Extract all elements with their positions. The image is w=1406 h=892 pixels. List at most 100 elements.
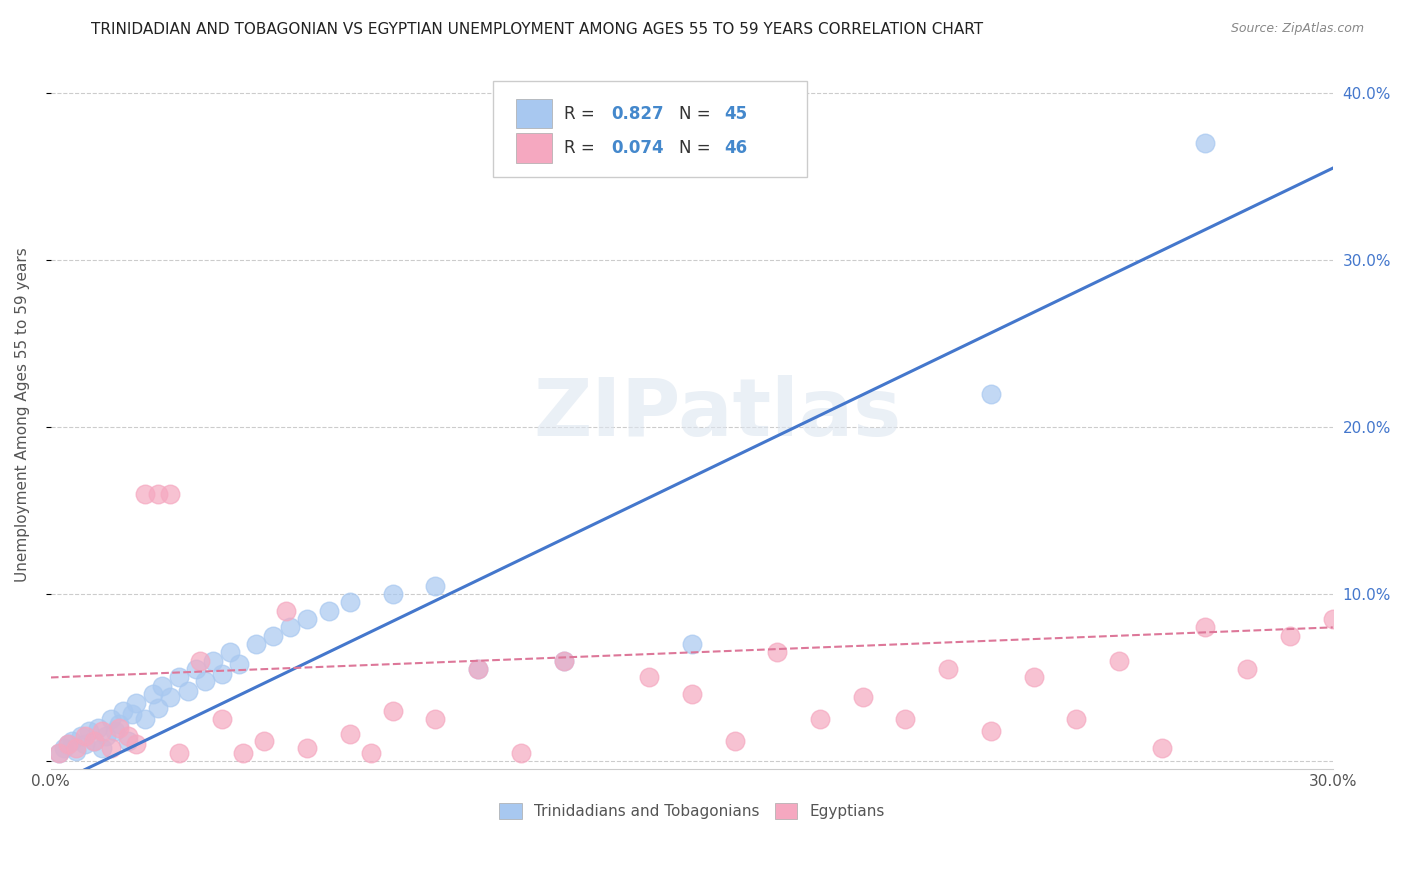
Point <box>117 734 139 748</box>
Point <box>108 721 131 735</box>
Point <box>553 654 575 668</box>
Point <box>112 704 135 718</box>
Text: TRINIDADIAN AND TOBAGONIAN VS EGYPTIAN UNEMPLOYMENT AMONG AGES 55 TO 59 YEARS CO: TRINIDADIAN AND TOBAGONIAN VS EGYPTIAN U… <box>91 22 984 37</box>
Point <box>766 645 789 659</box>
Point <box>104 723 127 738</box>
Point <box>146 487 169 501</box>
Point <box>211 667 233 681</box>
Point <box>467 662 489 676</box>
Point <box>425 579 447 593</box>
Point <box>69 729 91 743</box>
FancyBboxPatch shape <box>516 99 553 128</box>
Point <box>117 729 139 743</box>
Point <box>318 604 340 618</box>
Point <box>176 683 198 698</box>
Point <box>134 487 156 501</box>
Point <box>83 734 105 748</box>
Text: 45: 45 <box>724 104 747 122</box>
Point <box>381 587 404 601</box>
Point <box>1236 662 1258 676</box>
Point <box>48 746 70 760</box>
Point <box>852 690 875 705</box>
Point <box>87 721 110 735</box>
Point <box>190 654 212 668</box>
Point <box>936 662 959 676</box>
Point <box>253 734 276 748</box>
Point <box>184 662 207 676</box>
Point <box>232 746 254 760</box>
FancyBboxPatch shape <box>494 81 807 177</box>
Point <box>83 734 105 748</box>
Point <box>1194 136 1216 150</box>
Point <box>65 740 87 755</box>
Point <box>1066 712 1088 726</box>
Point <box>1150 740 1173 755</box>
Point <box>297 612 319 626</box>
Point <box>202 654 225 668</box>
Point <box>681 687 703 701</box>
Point <box>96 729 118 743</box>
Point <box>297 740 319 755</box>
Text: R =: R = <box>564 104 599 122</box>
Point <box>146 700 169 714</box>
Text: ZIPatlas: ZIPatlas <box>533 376 901 453</box>
Point <box>52 740 75 755</box>
Point <box>360 746 382 760</box>
Point <box>723 734 745 748</box>
Point <box>339 595 361 609</box>
Point <box>134 712 156 726</box>
Point <box>1322 612 1344 626</box>
Point <box>150 679 173 693</box>
Point <box>125 696 148 710</box>
Point <box>278 620 301 634</box>
Point <box>100 740 122 755</box>
Text: N =: N = <box>679 104 716 122</box>
Point <box>73 737 96 751</box>
Point <box>339 727 361 741</box>
Point <box>219 645 242 659</box>
Y-axis label: Unemployment Among Ages 55 to 59 years: Unemployment Among Ages 55 to 59 years <box>15 247 30 582</box>
Legend: Trinidadians and Tobagonians, Egyptians: Trinidadians and Tobagonians, Egyptians <box>492 797 891 825</box>
Point <box>381 704 404 718</box>
Point <box>56 737 79 751</box>
Point <box>91 740 114 755</box>
Point <box>73 729 96 743</box>
Point <box>228 657 250 672</box>
Point <box>980 723 1002 738</box>
Point <box>65 744 87 758</box>
Point <box>60 734 83 748</box>
Point <box>1194 620 1216 634</box>
Point <box>553 654 575 668</box>
Point <box>1364 746 1386 760</box>
Point <box>509 746 531 760</box>
Text: Source: ZipAtlas.com: Source: ZipAtlas.com <box>1230 22 1364 36</box>
Point <box>894 712 917 726</box>
Point <box>638 670 661 684</box>
Text: 0.827: 0.827 <box>612 104 664 122</box>
Point <box>1108 654 1130 668</box>
Point <box>425 712 447 726</box>
Text: N =: N = <box>679 138 716 157</box>
Point <box>245 637 267 651</box>
Point <box>125 737 148 751</box>
Point <box>808 712 831 726</box>
Point <box>681 637 703 651</box>
Point <box>100 712 122 726</box>
Point <box>211 712 233 726</box>
Point <box>91 723 114 738</box>
Point <box>79 723 101 738</box>
FancyBboxPatch shape <box>516 133 553 162</box>
Point <box>1022 670 1045 684</box>
Text: R =: R = <box>564 138 599 157</box>
Point <box>980 386 1002 401</box>
Point <box>159 487 181 501</box>
Point <box>142 687 165 701</box>
Point <box>262 629 284 643</box>
Point <box>159 690 181 705</box>
Point <box>121 707 143 722</box>
Point <box>1279 629 1302 643</box>
Point <box>194 673 217 688</box>
Point <box>167 670 190 684</box>
Point <box>48 746 70 760</box>
Point <box>274 604 297 618</box>
